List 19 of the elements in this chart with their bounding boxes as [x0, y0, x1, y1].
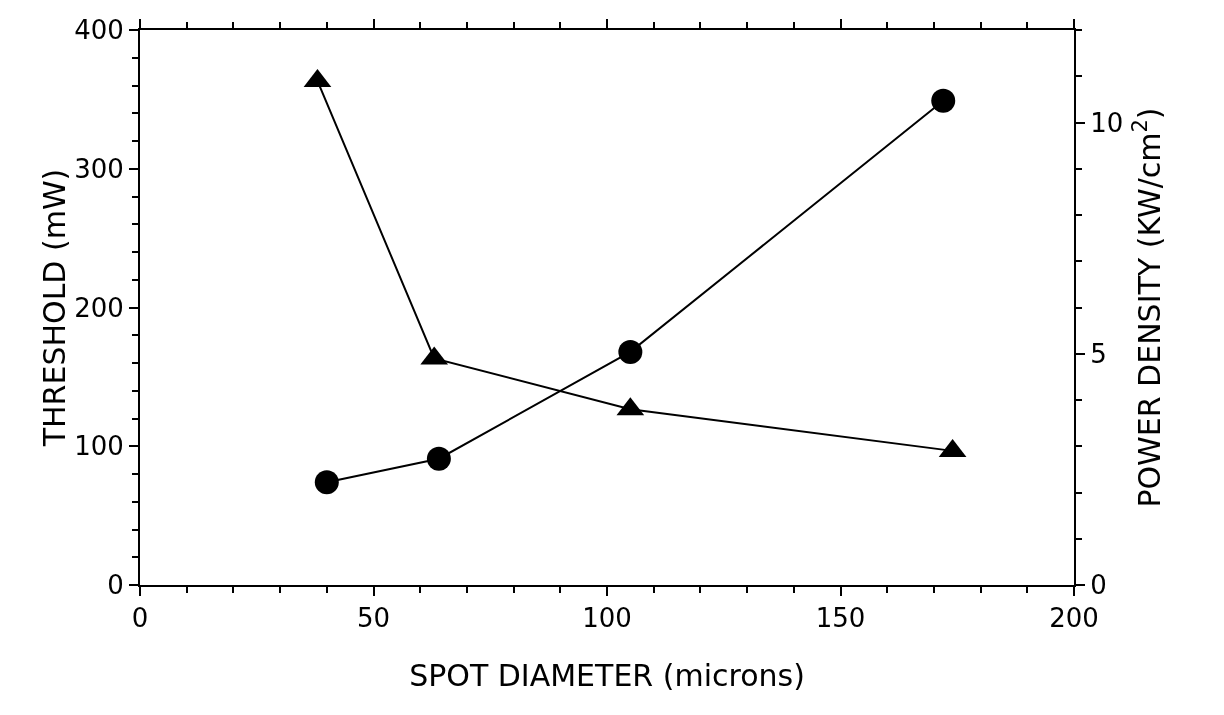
y-tick-label: 100	[74, 431, 124, 462]
y2-tick-label: 10	[1090, 107, 1124, 138]
x-tick-label: 200	[1049, 603, 1099, 634]
y2-tick-label: 0	[1090, 570, 1107, 601]
x-tick-label: 150	[815, 603, 866, 634]
y-tick-label: 200	[74, 292, 124, 323]
y-tick-label: 0	[107, 570, 124, 601]
x-tick-label: 50	[356, 603, 391, 634]
point	[618, 339, 643, 364]
x-tick-label: 100	[582, 603, 632, 634]
point	[931, 88, 956, 113]
point	[314, 470, 339, 495]
y2-tick-label: 5	[1090, 338, 1107, 369]
point	[426, 446, 451, 471]
x-tick-label: 0	[131, 603, 149, 634]
y-tick-label: 300	[74, 153, 124, 184]
y-axis-title: THRESHOLD (mW)	[37, 168, 73, 448]
x-axis-title: SPOT DIAMETER (microns)	[409, 658, 805, 693]
y-tick-label: 400	[74, 15, 124, 46]
